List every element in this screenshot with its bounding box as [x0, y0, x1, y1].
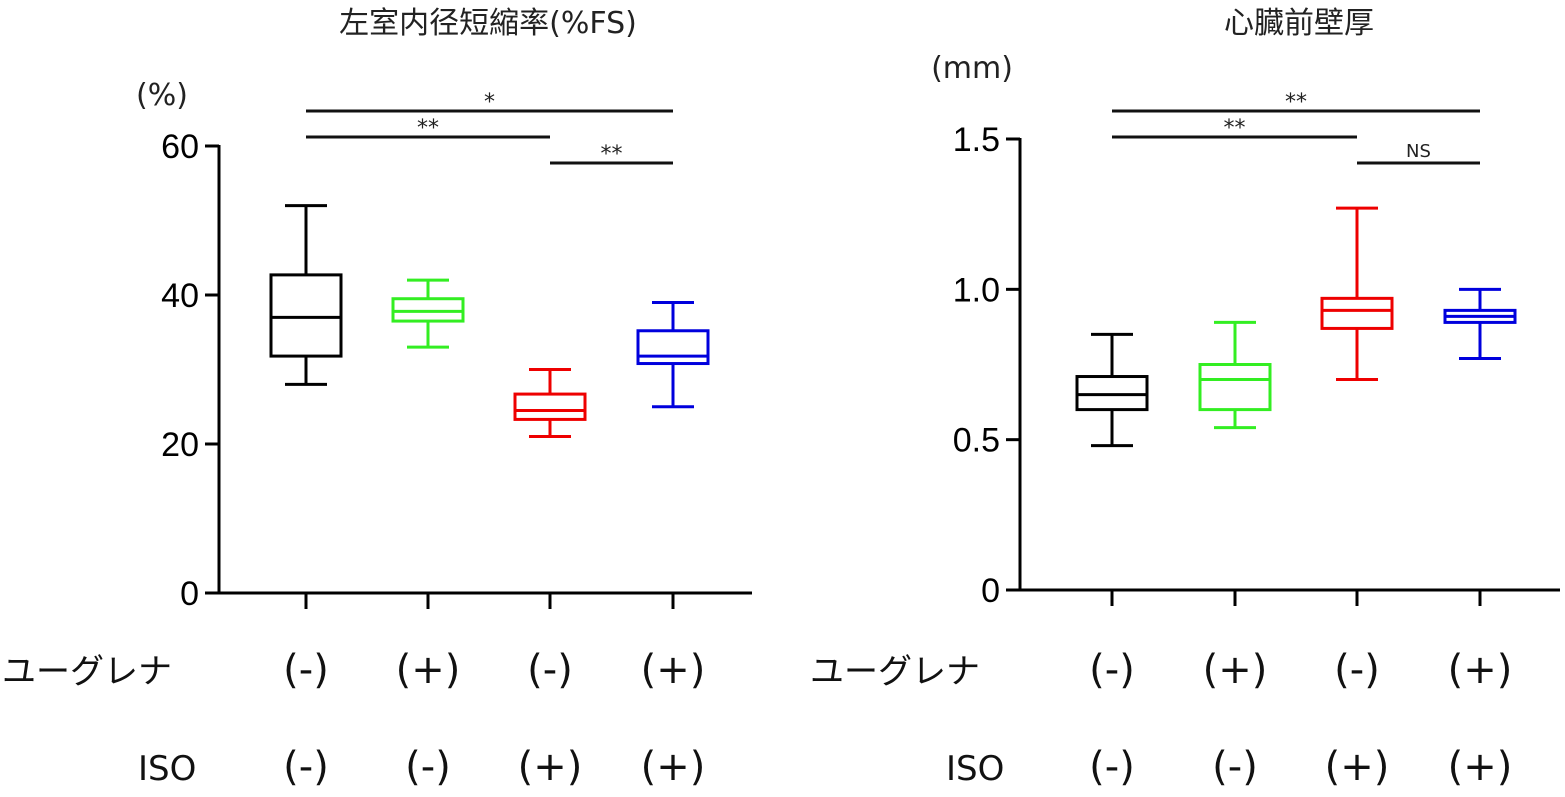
y-tick-label: 0: [180, 575, 199, 613]
iqr-box: [1320, 296, 1394, 330]
significance-label: **: [417, 116, 439, 141]
y-tick-label: 20: [161, 426, 199, 464]
category-label-euglena: (+): [1203, 647, 1268, 693]
category-label-euglena: (-): [1089, 647, 1135, 693]
y-tick-label: 1.0: [953, 271, 1000, 309]
y-tick-label: 1.5: [953, 121, 1000, 159]
box-plot: [1320, 206, 1394, 382]
category-label-euglena: (-): [527, 647, 573, 693]
row-label-iso: ISO: [138, 749, 196, 789]
row-label-euglena: ユーグレナ: [810, 652, 980, 692]
category-label-euglena: (+): [396, 647, 461, 693]
row-label-iso: ISO: [946, 749, 1004, 789]
significance-label: **: [601, 142, 623, 167]
iqr-box: [1075, 375, 1149, 412]
significance-label: **: [1285, 90, 1307, 115]
chart-title: 左室内径短縮率(%FS): [339, 6, 637, 41]
y-axis-unit: (mm): [931, 51, 1013, 86]
box-plot: [391, 278, 465, 349]
iqr-box: [636, 329, 710, 366]
y-tick-label: 40: [161, 277, 199, 315]
category-label-iso: (-): [1212, 744, 1258, 790]
box-chart-2: 心臓前壁厚 (mm) 0 0.5 1.0 1.5 ** ** NS ユーグレナ ISO (-) (-) (…: [810, 6, 1560, 790]
category-label-iso: (+): [518, 744, 583, 790]
y-tick-label: 0.5: [953, 422, 1000, 460]
row-label-euglena: ユーグレナ: [2, 652, 172, 692]
chart-title: 心臓前壁厚: [1224, 6, 1374, 41]
category-label-iso: (-): [1089, 744, 1135, 790]
category-label-iso: (-): [405, 744, 451, 790]
category-label-iso: (+): [1448, 744, 1513, 790]
iqr-box: [1198, 363, 1272, 412]
category-label-euglena: (+): [1448, 647, 1513, 693]
category-label-euglena: (-): [1334, 647, 1380, 693]
y-axis-unit: (%): [136, 78, 188, 113]
iqr-box: [269, 273, 343, 358]
category-label-iso: (+): [1325, 744, 1390, 790]
significance-label: NS: [1406, 141, 1431, 162]
significance-label: **: [1224, 116, 1246, 141]
iqr-box: [513, 392, 587, 421]
box-plot: [1443, 287, 1517, 360]
box-plot: [269, 204, 343, 386]
box-plot: [1075, 332, 1149, 448]
box-plot: [1198, 320, 1272, 430]
category-label-euglena: (+): [641, 647, 706, 693]
category-label-iso: (+): [641, 744, 706, 790]
significance-label: *: [484, 90, 495, 115]
box-plot: [636, 300, 710, 409]
y-tick-label: 60: [161, 128, 199, 166]
category-label-iso: (-): [283, 744, 329, 790]
category-label-euglena: (-): [283, 647, 329, 693]
y-tick-label: 0: [981, 572, 1000, 610]
box-plot: [513, 368, 587, 439]
box-chart-1: 左室内径短縮率(%FS)(%)0204060*****ユーグレナISO(-)(-…: [2, 6, 752, 790]
